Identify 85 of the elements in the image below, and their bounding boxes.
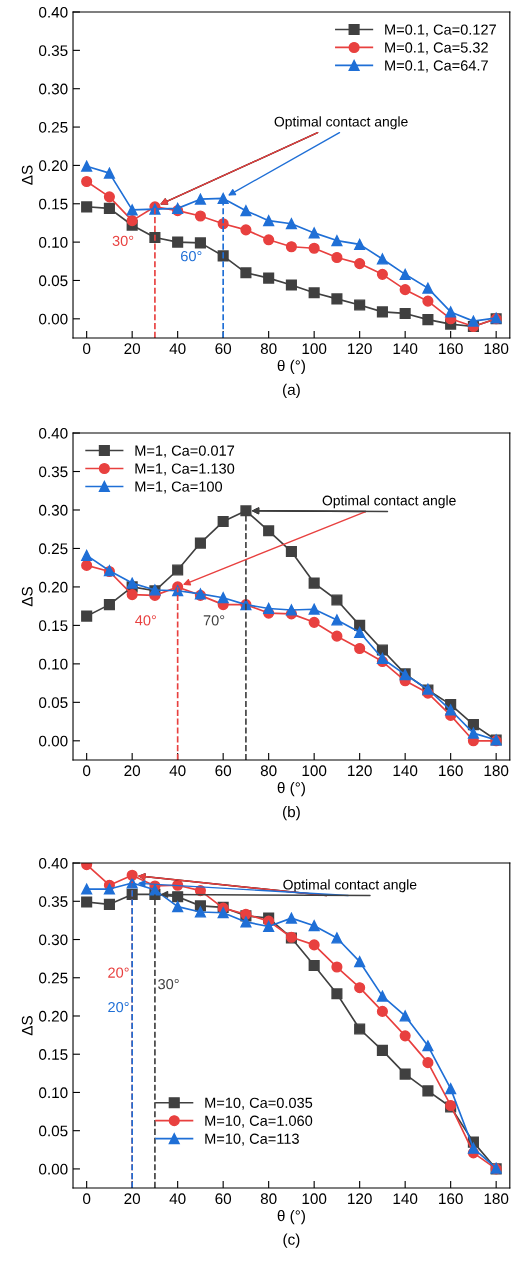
legend-label: M=10, Ca=113 xyxy=(205,1133,299,1146)
y-tick-label: 0.05 xyxy=(39,275,68,287)
x-tick-label: 40 xyxy=(169,343,186,355)
x-tick-label: 160 xyxy=(439,343,463,355)
x-tick-label: 40 xyxy=(169,765,186,777)
text: (c) xyxy=(283,1233,300,1248)
x-tick-label: 20 xyxy=(124,765,141,777)
y-axis-title: ΔS xyxy=(21,587,33,607)
annotation: Optimal contact angle xyxy=(283,879,417,893)
x-tick-label: 80 xyxy=(260,343,277,355)
x-tick-label: 60 xyxy=(215,343,232,355)
y-tick-label: 0.15 xyxy=(39,1049,68,1060)
x-tick-label: 140 xyxy=(393,343,418,355)
x-tick-label: 80 xyxy=(260,765,277,777)
x-tick-label: 140 xyxy=(393,765,418,777)
y-tick-label: 0.25 xyxy=(39,543,68,555)
x-tick-label: 160 xyxy=(439,1193,463,1205)
y-tick-label: 0.20 xyxy=(39,581,68,593)
legend-label: M=0.1, Ca=64.7 xyxy=(385,60,488,73)
x-tick-label: 80 xyxy=(260,1193,277,1205)
legend-label: M=0.1, Ca=0.127 xyxy=(385,24,496,37)
y-tick-label: 0.35 xyxy=(39,896,68,907)
y-tick-label: 0.10 xyxy=(39,658,68,670)
y-tick-label: 0.25 xyxy=(39,972,68,984)
text: (a) xyxy=(283,383,300,399)
ref-line-label: 30° xyxy=(158,978,179,990)
annotation: Optimal contact angle xyxy=(274,116,408,130)
y-tick-label: 0.30 xyxy=(39,934,68,946)
y-tick-label: 0.00 xyxy=(39,1163,68,1175)
ref-line-label: 70° xyxy=(203,615,225,626)
legend-label: M=10, Ca=1.060 xyxy=(205,1115,313,1128)
y-tick-label: 0.10 xyxy=(39,1087,68,1099)
y-tick-label: 0.00 xyxy=(39,735,68,747)
x-tick-label: 160 xyxy=(439,765,463,777)
x-tick-label: 120 xyxy=(348,1193,372,1205)
x-tick-label: 100 xyxy=(302,765,327,777)
y-tick-label: 0.20 xyxy=(39,1010,68,1022)
legend-label: M=0.1, Ca=5.32 xyxy=(385,42,488,55)
ref-line-label: 20° xyxy=(108,967,129,978)
x-tick-label: 20 xyxy=(124,1193,141,1205)
y-tick-label: 0.05 xyxy=(39,697,68,709)
text: (b) xyxy=(283,806,300,821)
y-tick-label: 0.30 xyxy=(39,83,68,95)
x-tick-label: 20 xyxy=(124,343,141,355)
y-tick-label: 0.35 xyxy=(39,466,68,478)
x-tick-label: 100 xyxy=(302,343,327,355)
x-axis-title: θ (°) xyxy=(277,781,305,797)
legend-label: M=1, Ca=0.017 xyxy=(135,445,235,458)
y-tick-label: 0.40 xyxy=(39,857,68,869)
x-tick-label: 180 xyxy=(484,343,509,355)
y-tick-label: 0.00 xyxy=(39,313,68,325)
y-tick-label: 0.35 xyxy=(39,45,68,57)
y-axis-title: ΔS xyxy=(21,1016,33,1036)
y-tick-label: 0.30 xyxy=(39,504,68,516)
y-tick-label: 0.40 xyxy=(39,427,68,439)
y-tick-label: 0.15 xyxy=(39,620,68,632)
legend-label: M=1, Ca=1.130 xyxy=(135,463,235,476)
y-tick-label: 0.05 xyxy=(39,1125,68,1137)
x-tick-label: 100 xyxy=(302,1193,327,1205)
x-tick-label: 60 xyxy=(215,1193,232,1205)
x-tick-label: 60 xyxy=(215,765,232,777)
y-tick-label: 0.15 xyxy=(39,198,68,210)
x-tick-label: 180 xyxy=(484,1193,509,1205)
x-axis-title: θ (°) xyxy=(277,1209,305,1225)
x-tick-label: 180 xyxy=(484,765,509,777)
x-tick-label: 120 xyxy=(348,765,372,777)
annotation: Optimal contact angle xyxy=(322,495,456,509)
x-tick-label: 120 xyxy=(348,343,372,355)
x-tick-label: 40 xyxy=(169,1193,186,1205)
x-tick-label: 0 xyxy=(83,1193,91,1205)
x-tick-label: 0 xyxy=(83,765,91,777)
y-tick-label: 0.10 xyxy=(39,236,68,248)
y-tick-label: 0.40 xyxy=(39,6,68,18)
legend-label: M=10, Ca=0.035 xyxy=(205,1097,313,1110)
y-tick-label: 0.20 xyxy=(39,160,68,172)
x-axis-title: θ (°) xyxy=(277,359,305,375)
ref-line-label: 30° xyxy=(112,235,134,247)
ref-line-label: 40° xyxy=(135,615,156,626)
ref-line-label: 20° xyxy=(108,1001,129,1013)
ref-line-label: 60° xyxy=(181,251,202,262)
legend-label: M=1, Ca=100 xyxy=(135,481,223,494)
y-tick-label: 0.25 xyxy=(39,121,68,133)
y-axis-title: ΔS xyxy=(21,165,33,185)
x-tick-label: 0 xyxy=(83,343,91,355)
x-tick-label: 140 xyxy=(393,1193,418,1205)
